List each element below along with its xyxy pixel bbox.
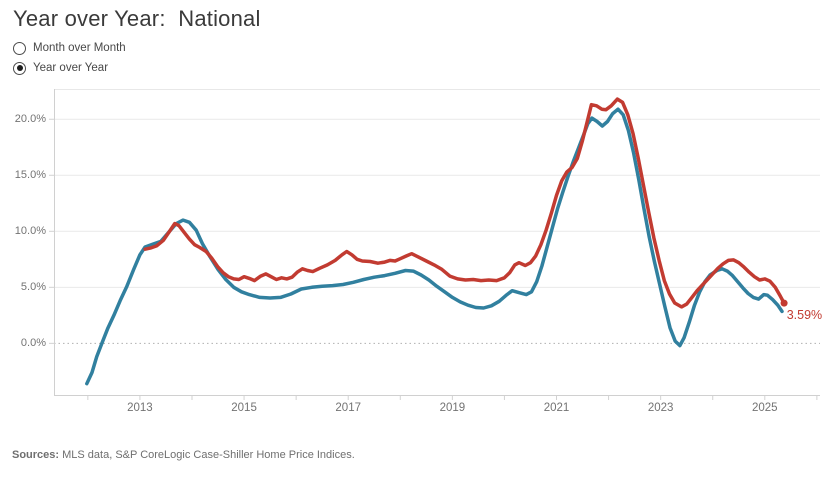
y-tick-label: 15.0%: [14, 168, 46, 181]
x-tick-label: 2025: [752, 402, 778, 414]
radio-unselected-icon[interactable]: [13, 41, 26, 55]
y-tick-label: 20.0%: [14, 112, 46, 125]
x-tick-label: 2015: [231, 402, 257, 414]
x-tick-label: 2019: [439, 402, 466, 414]
radio-option-month-over-month[interactable]: Month over Month: [13, 38, 126, 58]
x-tick-label: 2021: [543, 402, 570, 414]
sources-text: MLS data, S&P CoreLogic Case-Shiller Hom…: [59, 449, 355, 461]
y-tick-label: 5.0%: [20, 280, 46, 293]
red-line-end-dot: [780, 299, 788, 307]
radio-option-year-over-year[interactable]: Year over Year: [13, 58, 126, 78]
sources-label: Sources:: [12, 449, 60, 461]
radio-option-label: Year over Year: [33, 62, 109, 74]
y-tick-label: 10.0%: [14, 224, 46, 237]
page-title: Year over Year: National: [13, 6, 261, 31]
sources-note: Sources: MLS data, S&P CoreLogic Case-Sh…: [12, 449, 355, 461]
x-tick-label: 2013: [127, 402, 153, 414]
x-tick-label: 2023: [647, 402, 674, 414]
radio-selected-icon[interactable]: [13, 61, 26, 75]
end-value-label: 3.59%: [787, 308, 822, 322]
red-line: [143, 97, 786, 309]
period-radio-group: Month over Month Year over Year: [13, 38, 126, 78]
x-axis: 2013 2015 2017 2019 2021 2023 2025: [54, 400, 820, 418]
line-chart: 3.59%: [49, 89, 822, 400]
y-axis: 0.0% 5.0% 10.0% 15.0% 20.0%: [0, 89, 46, 396]
blue-line: [85, 107, 784, 386]
x-tick-label: 2017: [335, 402, 361, 414]
y-tick-label: 0.0%: [20, 336, 46, 349]
radio-option-label: Month over Month: [33, 42, 126, 54]
plot-area: 3.59%: [49, 89, 822, 400]
